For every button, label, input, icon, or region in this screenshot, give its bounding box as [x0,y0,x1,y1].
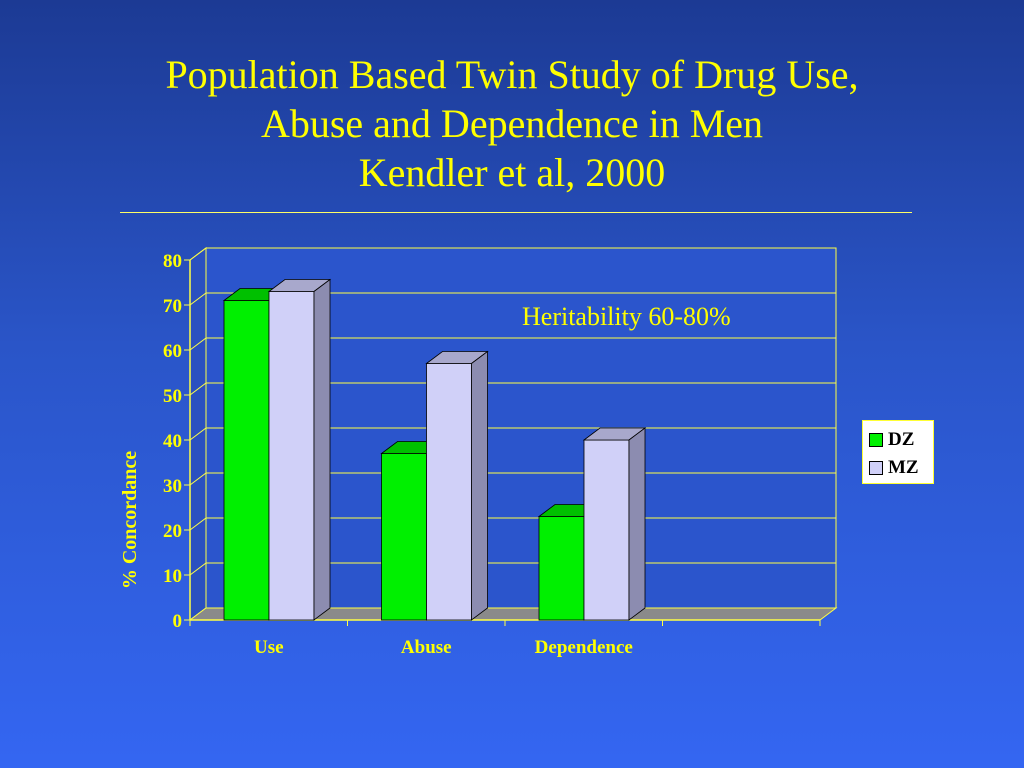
bar-mz-dependence [583,439,630,621]
bar-side-mz-dependence [628,427,646,621]
legend-item-dz: DZ [869,429,914,451]
y-tick-label: 50 [163,386,182,407]
y-tick-label: 10 [163,566,182,587]
title-line-3: Kendler et al, 2000 [358,150,666,195]
bar-side-mz-abuse [471,350,488,621]
bar-side-mz-use [313,278,331,621]
gridline-side [189,337,207,351]
chart-legend: DZ MZ [862,420,934,484]
legend-swatch-mz [869,461,883,475]
legend-swatch-dz [869,433,883,447]
bar-dz-use [223,300,270,621]
title-line-1: Population Based Twin Study of Drug Use, [165,52,859,97]
bar-mz-use [268,291,315,621]
legend-label-mz: MZ [888,457,919,478]
gridline-side [189,562,207,576]
y-tick-label: 80 [163,251,182,272]
y-tick-label: 40 [163,431,182,452]
bar-mz-abuse [426,363,472,621]
gridline-side [189,247,207,261]
gridline-side [189,517,207,531]
gridline-side [189,472,207,486]
legend-item-mz: MZ [869,457,919,479]
heritability-annotation: Heritability 60-80% [522,302,731,331]
gridline-side [189,382,207,396]
y-tick-label: 60 [163,341,182,362]
bar-dz-abuse [381,453,427,621]
title-underline [120,212,912,213]
y-tick-label: 70 [163,296,182,317]
y-axis-title: % Concordance [119,451,141,589]
x-tick-label: Abuse [401,637,452,658]
slide-title: Population Based Twin Study of Drug Use,… [0,50,1024,197]
title-line-2: Abuse and Dependence in Men [260,101,764,146]
y-tick-label: 20 [163,521,182,542]
gridline-side [189,292,207,306]
x-tick-label: Use [254,637,284,658]
x-tick-label: Dependence [535,637,633,658]
y-tick-label: 30 [163,476,182,497]
legend-label-dz: DZ [888,429,915,450]
y-tick-label: 0 [173,611,183,632]
gridline-side [189,427,207,441]
bar-dz-dependence [538,516,585,621]
